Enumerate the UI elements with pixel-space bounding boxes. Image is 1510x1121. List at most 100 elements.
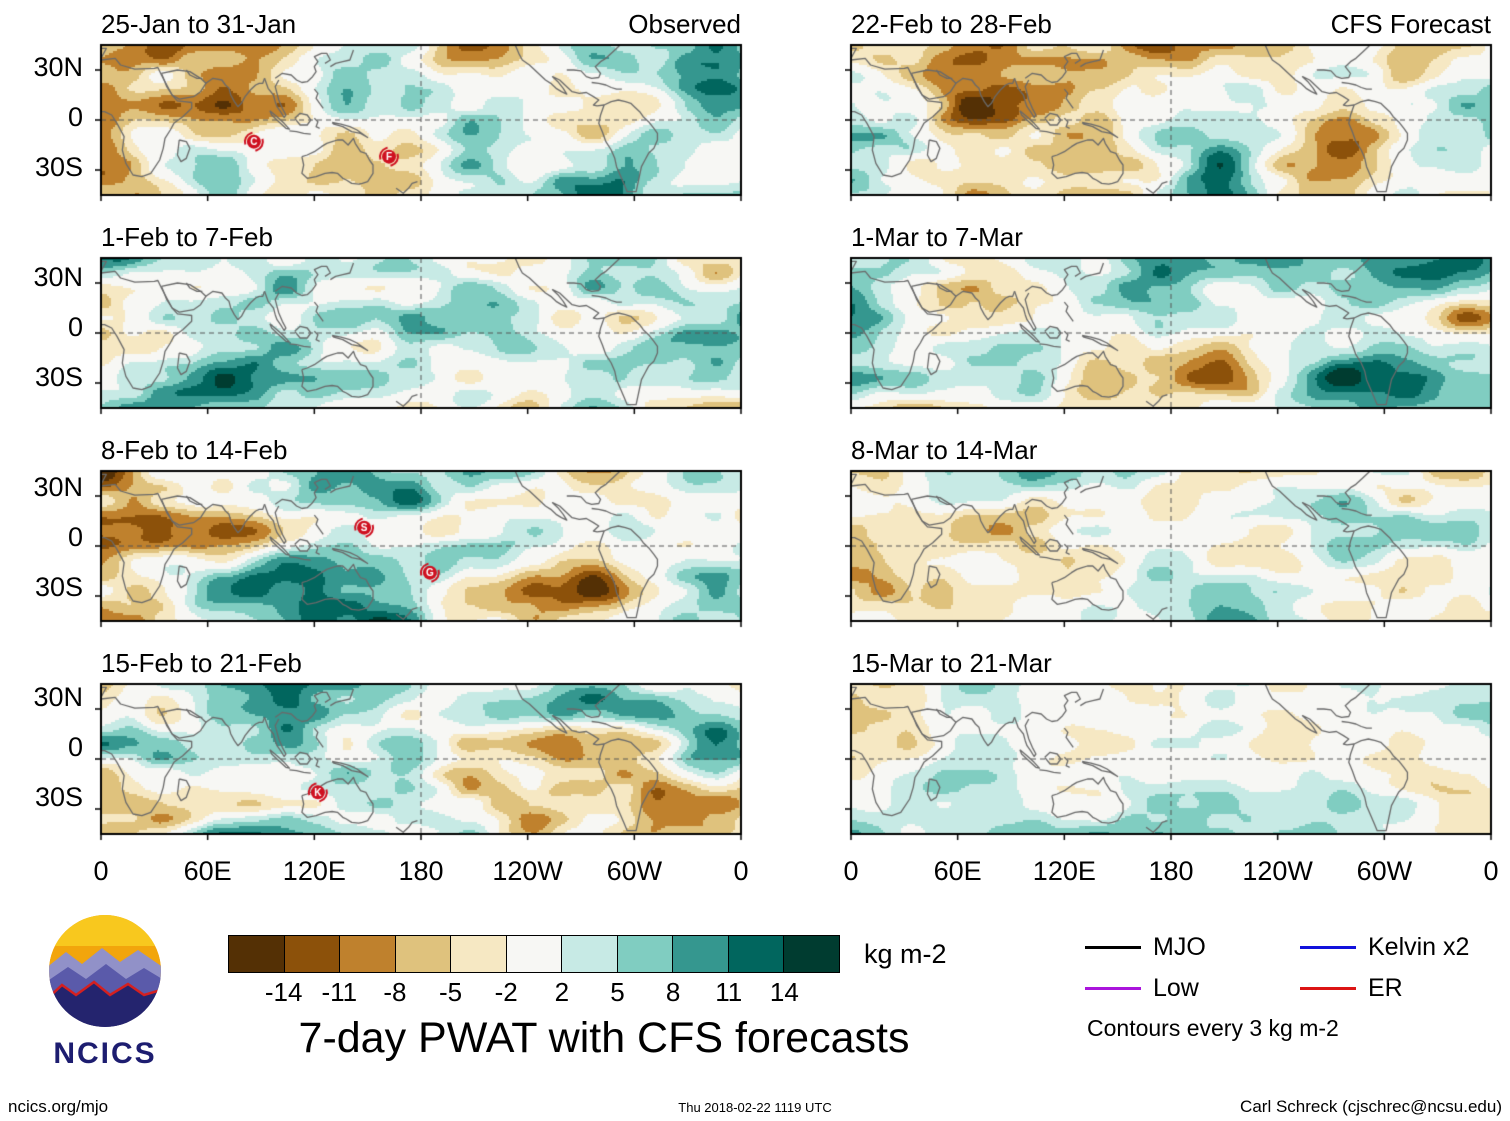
panel-period: 1-Feb to 7-Feb xyxy=(101,222,273,252)
map-grid: 30N 0 30S 30N 0 30S 30N 0 30S 30N 0 30S 25-Jan t… xyxy=(0,2,1499,888)
observed-column: 25-Jan to 31-Jan Observed 1-Feb to 7-Feb… xyxy=(93,2,748,888)
x-tick-label: 60E xyxy=(933,856,982,886)
colorbar-tick-label: -5 xyxy=(438,977,463,1007)
map-canvas-forecast-4 xyxy=(845,682,1495,850)
map-panel-forecast-1: 22-Feb to 28-Feb CFS Forecast xyxy=(845,2,1495,211)
map-panel-forecast-4: 15-Mar to 21-Mar xyxy=(845,641,1495,850)
colorbar-tick-label: 8 xyxy=(665,977,681,1007)
colorbar-segment xyxy=(616,936,673,972)
map-panel-observed-2: 1-Feb to 7-Feb xyxy=(95,215,745,424)
x-tick-label: 180 xyxy=(398,856,444,886)
map-panel-forecast-2: 1-Mar to 7-Mar xyxy=(845,215,1495,424)
map-canvas-forecast-1 xyxy=(845,43,1495,211)
forecast-column: 22-Feb to 28-Feb CFS Forecast 1-Mar to 7… xyxy=(843,2,1499,888)
colorbar-tick-label: 5 xyxy=(610,977,625,1007)
y-axis-labels-row4: 30N 0 30S xyxy=(0,632,95,842)
panel-titlebar: 15-Mar to 21-Mar xyxy=(845,641,1495,682)
colorbar-block: kg m-2 -14 -11 -8 -5 -2 2 5 8 11 14 xyxy=(228,935,988,1007)
x-tick-label: 0 xyxy=(843,856,859,886)
y-tick-label: 30S xyxy=(34,782,83,812)
map-canvas-observed-2 xyxy=(95,256,745,424)
x-tick-label: 0 xyxy=(93,856,109,886)
ncics-logo: NCICS xyxy=(16,912,194,1071)
y-tick-label: 0 xyxy=(67,102,83,132)
x-tick-label: 60W xyxy=(1356,856,1413,886)
y-tick-label: 30N xyxy=(33,472,83,502)
legend-item: ER xyxy=(1300,974,1505,1003)
colorbar-segment xyxy=(339,936,395,972)
colorbar-segment xyxy=(283,936,340,972)
panel-titlebar: 1-Feb to 7-Feb xyxy=(95,215,745,256)
x-axis-forecast: 0 60E 120E 180 120W 60W 0 xyxy=(843,854,1499,888)
y-axis-gutter: 30N 0 30S 30N 0 30S 30N 0 30S 30N 0 30S xyxy=(0,2,95,888)
map-canvas-observed-4 xyxy=(95,682,745,850)
x-tick-label: 120W xyxy=(492,856,563,886)
y-tick-label: 30N xyxy=(33,682,83,712)
x-tick-label: 120E xyxy=(1032,856,1096,886)
legend-item: Low xyxy=(1085,974,1300,1003)
colorbar-segment xyxy=(505,936,562,972)
y-tick-label: 0 xyxy=(67,522,83,552)
map-canvas-observed-1 xyxy=(95,43,745,211)
x-tick-label: 60E xyxy=(183,856,232,886)
x-tick-label: 0 xyxy=(1483,856,1499,886)
map-panel-observed-3: 8-Feb to 14-Feb xyxy=(95,428,745,637)
panel-titlebar: 15-Feb to 21-Feb xyxy=(95,641,745,682)
y-tick-label: 30S xyxy=(34,572,83,602)
panel-period: 22-Feb to 28-Feb xyxy=(851,9,1052,39)
legend-label: MJO xyxy=(1153,933,1206,961)
panel-titlebar: 1-Mar to 7-Mar xyxy=(845,215,1495,256)
colorbar-segment xyxy=(229,936,284,972)
x-tick-label: 120W xyxy=(1242,856,1313,886)
colorbar-units: kg m-2 xyxy=(864,939,947,969)
legend-line-low xyxy=(1085,987,1141,990)
map-panel-observed-4: 15-Feb to 21-Feb xyxy=(95,641,745,850)
legend-line-mjo xyxy=(1085,946,1141,949)
colorbar-ticks: -14 -11 -8 -5 -2 2 5 8 11 14 xyxy=(228,973,840,1007)
panel-titlebar: 22-Feb to 28-Feb CFS Forecast xyxy=(845,2,1495,43)
colorbar-segment xyxy=(561,936,617,972)
ncics-logo-text: NCICS xyxy=(53,1037,157,1070)
legend-label: Low xyxy=(1153,974,1199,1002)
colorbar-tick-label: -8 xyxy=(383,977,407,1007)
column-header-forecast: CFS Forecast xyxy=(1330,9,1491,39)
legend-item: MJO xyxy=(1085,933,1300,962)
y-axis-labels-row1: 30N 0 30S xyxy=(0,2,95,212)
footer-site: ncics.org/mjo xyxy=(8,1097,109,1116)
ncics-logo-icon xyxy=(49,915,161,1027)
y-tick-label: 0 xyxy=(67,312,83,342)
panel-titlebar: 8-Mar to 14-Mar xyxy=(845,428,1495,469)
column-header-observed: Observed xyxy=(628,9,741,39)
panel-period: 15-Feb to 21-Feb xyxy=(101,648,302,678)
column-spacer xyxy=(745,2,845,888)
footer-timestamp: Thu 2018-02-22 1119 UTC xyxy=(678,1100,832,1115)
colorbar-tick-label: -11 xyxy=(321,977,358,1007)
legend: MJO Kelvin x2 Low ER Contours every 3 kg m-… xyxy=(1085,933,1505,1042)
panel-period: 15-Mar to 21-Mar xyxy=(851,648,1052,678)
colorbar xyxy=(228,935,840,973)
colorbar-segment xyxy=(672,936,728,972)
legend-label: ER xyxy=(1368,974,1403,1002)
y-tick-label: 30S xyxy=(34,362,83,392)
y-tick-label: 0 xyxy=(67,732,83,762)
legend-grid: MJO Kelvin x2 Low ER xyxy=(1085,933,1505,1003)
panel-period: 1-Mar to 7-Mar xyxy=(851,222,1023,252)
panel-titlebar: 25-Jan to 31-Jan Observed xyxy=(95,2,745,43)
y-axis-labels-row3: 30N 0 30S xyxy=(0,422,95,632)
figure-title: 7-day PWAT with CFS forecasts xyxy=(298,1014,910,1062)
colorbar-tick-label: 14 xyxy=(769,977,799,1007)
y-tick-label: 30S xyxy=(34,152,83,182)
footer-credit: Carl Schreck (cjschrec@ncsu.edu) xyxy=(1240,1097,1502,1116)
colorbar-tick-label: 2 xyxy=(554,977,570,1007)
colorbar-segment xyxy=(783,936,840,972)
map-panel-observed-1: 25-Jan to 31-Jan Observed xyxy=(95,2,745,211)
legend-line-er xyxy=(1300,987,1356,990)
map-panel-forecast-3: 8-Mar to 14-Mar xyxy=(845,428,1495,637)
map-canvas-forecast-3 xyxy=(845,469,1495,637)
colorbar-segment xyxy=(394,936,451,972)
x-axis-observed: 0 60E 120E 180 120W 60W 0 xyxy=(93,854,748,888)
panel-period: 25-Jan to 31-Jan xyxy=(101,9,297,39)
panel-period: 8-Mar to 14-Mar xyxy=(851,435,1038,465)
panel-titlebar: 8-Feb to 14-Feb xyxy=(95,428,745,469)
